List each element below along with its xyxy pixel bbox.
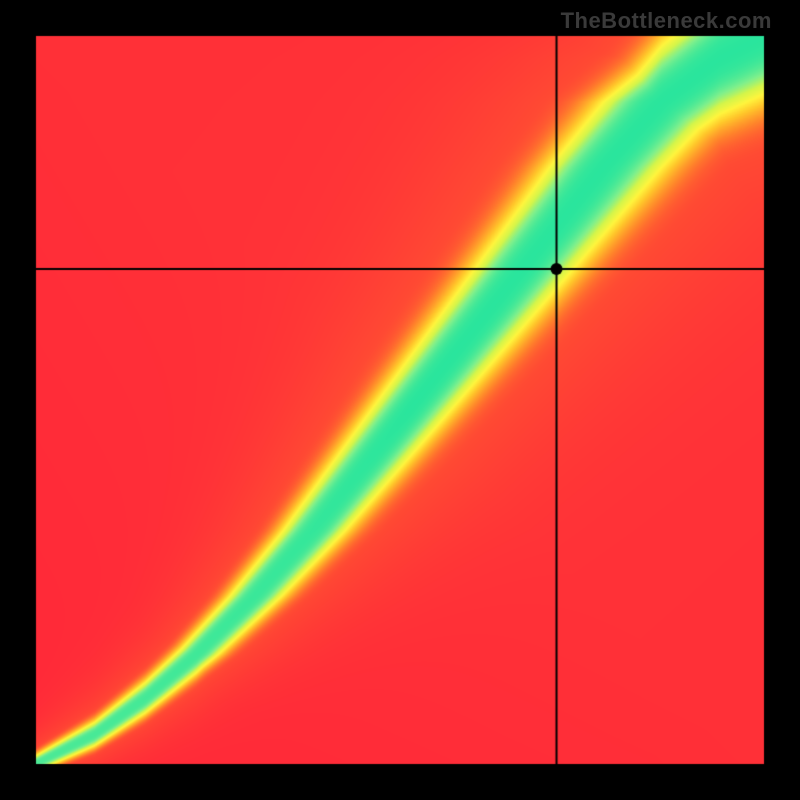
bottleneck-heatmap (0, 0, 800, 800)
chart-container: { "watermark": { "text": "TheBottleneck.… (0, 0, 800, 800)
watermark-text: TheBottleneck.com (561, 8, 772, 34)
